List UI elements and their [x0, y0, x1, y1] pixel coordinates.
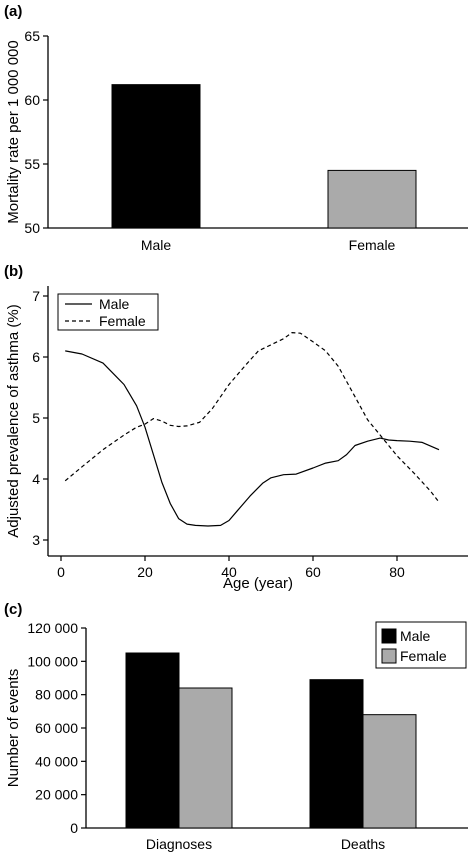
y-tick-label: 60: [24, 92, 40, 108]
y-tick-label: 55: [24, 156, 40, 172]
y-tick-label: 120 000: [27, 620, 78, 636]
legend-label-male: Male: [400, 628, 431, 644]
legend: Male Female: [375, 621, 467, 669]
y-tick-label: 65: [24, 28, 40, 44]
panel-b-label: (b): [4, 263, 23, 280]
y-tick-label: 100 000: [27, 653, 78, 669]
x-tick-label: 40: [221, 564, 237, 580]
y-axis-label: Number of events: [5, 669, 22, 787]
bar-male: [111, 84, 201, 229]
x-category-label: Deaths: [341, 836, 385, 852]
y-tick-label: 40 000: [35, 753, 78, 769]
legend-label-female: Female: [99, 313, 146, 329]
y-axis-label: Adjusted prevalence of asthma (%): [5, 304, 22, 537]
legend-box: [57, 293, 159, 331]
x-axis-label: Age (year): [223, 575, 293, 592]
series-line-male: [65, 350, 440, 527]
y-tick-label: 80 000: [35, 687, 78, 703]
y-tick-label: 0: [70, 820, 78, 836]
x-category-label: Female: [349, 237, 396, 253]
y-tick-label: 6: [32, 349, 40, 365]
legend-label-male: Male: [99, 296, 130, 312]
x-category-label: Male: [141, 237, 172, 253]
bar-deaths-male: [309, 679, 364, 829]
panel-a-label: (a): [4, 3, 22, 20]
y-tick-label: 4: [32, 471, 40, 487]
panel-c-label: (c): [4, 601, 22, 618]
bar-diagnoses-female: [178, 687, 233, 829]
y-tick-label: 50: [24, 220, 40, 236]
bar-deaths-female: [362, 714, 417, 829]
x-tick-label: 80: [389, 564, 405, 580]
x-tick-label: 0: [57, 564, 65, 580]
legend-swatch-male: [381, 628, 397, 644]
y-tick-label: 60 000: [35, 720, 78, 736]
x-tick-label: 60: [305, 564, 321, 580]
y-tick-label: 5: [32, 410, 40, 426]
x-category-label: Diagnoses: [146, 836, 212, 852]
series-line-female: [64, 332, 440, 503]
x-tick-label: 20: [137, 564, 153, 580]
panel-c: (c) 0 20 000 40 000 60 000 80 000 100 000 120 0…: [4, 601, 468, 852]
y-tick-label: 7: [32, 288, 40, 304]
panel-a: (a) 50 55 60 65 Male Female Mortality rate per …: [4, 3, 468, 253]
bar-diagnoses-male: [125, 652, 180, 829]
y-axis-label: Mortality rate per 1 000 000: [5, 40, 22, 223]
legend-label-female: Female: [400, 648, 447, 664]
y-tick-label: 20 000: [35, 787, 78, 803]
bar-female: [327, 169, 417, 229]
y-tick-label: 3: [32, 532, 40, 548]
legend-swatch-female: [381, 648, 397, 664]
